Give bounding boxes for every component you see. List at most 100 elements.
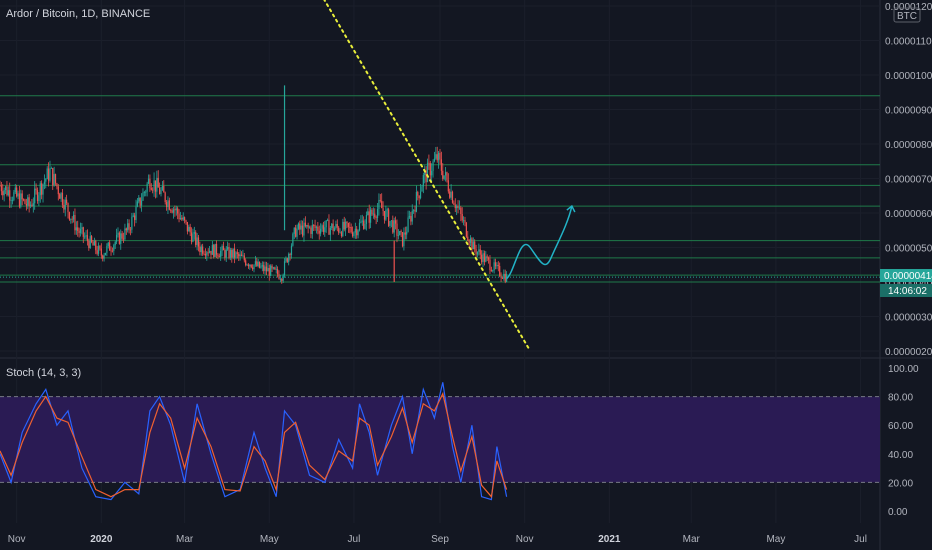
stoch-band [0,396,880,483]
candle-body [345,221,347,230]
candle-body [369,209,372,223]
candle-body [143,192,145,193]
candle-body [163,185,165,193]
candle-body [167,200,169,208]
candle-body [271,265,273,269]
candle-body [479,249,481,255]
candle-body [469,238,472,243]
candle-body [254,261,256,265]
candle-body [379,199,381,201]
candle-body [258,261,261,268]
candle-body [411,210,413,222]
candle-body [492,270,494,272]
candle-body [339,232,341,234]
candle-body [164,192,166,203]
candle-body [28,197,30,207]
candle-body [99,246,101,249]
candle-body [357,230,359,236]
candle-body [392,220,394,233]
candle-body [75,227,77,231]
candle-body [195,232,197,245]
candle-body [381,200,383,209]
candle-body [256,261,258,267]
candle-body [343,221,345,230]
horizontal-levels [0,95,880,283]
candle-body [115,234,118,242]
candle-body [376,209,379,219]
candle-body [289,254,291,256]
candle-body [432,161,434,171]
candle-body [120,233,122,244]
candle-body [124,228,126,240]
projection-arrow[interactable] [506,204,576,280]
candle-body [52,168,54,186]
candle-body [457,205,459,209]
candle-body [24,199,26,205]
candle-body [245,260,247,266]
price-tick-label: 0.00001100 [885,37,932,48]
candle-body [32,203,34,207]
candle-body [178,213,180,220]
candle-body [42,184,44,195]
candle-body [454,204,456,209]
candle-body [41,183,43,195]
candle-body [222,246,225,251]
candle-body [78,230,80,233]
candle-body [449,191,451,198]
candle-body [322,225,325,233]
candle-body [365,215,368,224]
candle-body [54,174,57,184]
candle-body [493,262,495,271]
currency-badge: BTC [897,11,917,22]
candle-body [177,208,179,214]
candle-body [268,268,270,276]
candle-body [47,168,50,181]
candle-body [74,215,76,231]
candle-body [228,247,230,258]
candle-body [218,256,220,258]
candle-body [59,194,61,199]
stoch-tick-label: 0.00 [888,507,908,518]
candle-body [22,199,25,201]
candle-body [263,265,265,271]
candle-body [476,251,479,255]
candle-body [192,233,194,242]
candle-body [356,228,358,236]
candle-body [464,220,466,223]
candle-body [239,254,241,257]
candle-body [478,249,480,252]
candle-body [300,225,302,230]
candle-body [354,228,356,233]
candle-body [317,226,319,231]
candle-body [331,223,333,228]
candle-body [60,192,62,199]
candle-body [20,193,22,207]
candle-body [25,204,27,206]
candle-body [458,207,461,209]
stoch-tick-label: 20.00 [888,478,913,489]
candle-body [150,188,152,190]
candle-body [132,215,134,217]
candle-body [468,240,470,243]
candle-body [159,187,161,195]
candlestick-series [0,85,880,284]
candle-body [154,180,157,192]
candle-body [34,188,36,204]
candle-body [389,221,391,226]
trendline[interactable] [318,0,532,352]
candle-body [97,246,100,254]
time-tick-label: 2021 [598,534,621,545]
currency-badge-box[interactable] [893,7,921,23]
candle-body [157,177,159,188]
candle-body [61,192,64,205]
candle-body [35,188,37,191]
candle-body [374,213,376,218]
candle-body [127,223,129,231]
candle-body [185,220,187,222]
candle-body [265,266,268,272]
candle-body [242,255,244,257]
candle-body [81,227,83,229]
